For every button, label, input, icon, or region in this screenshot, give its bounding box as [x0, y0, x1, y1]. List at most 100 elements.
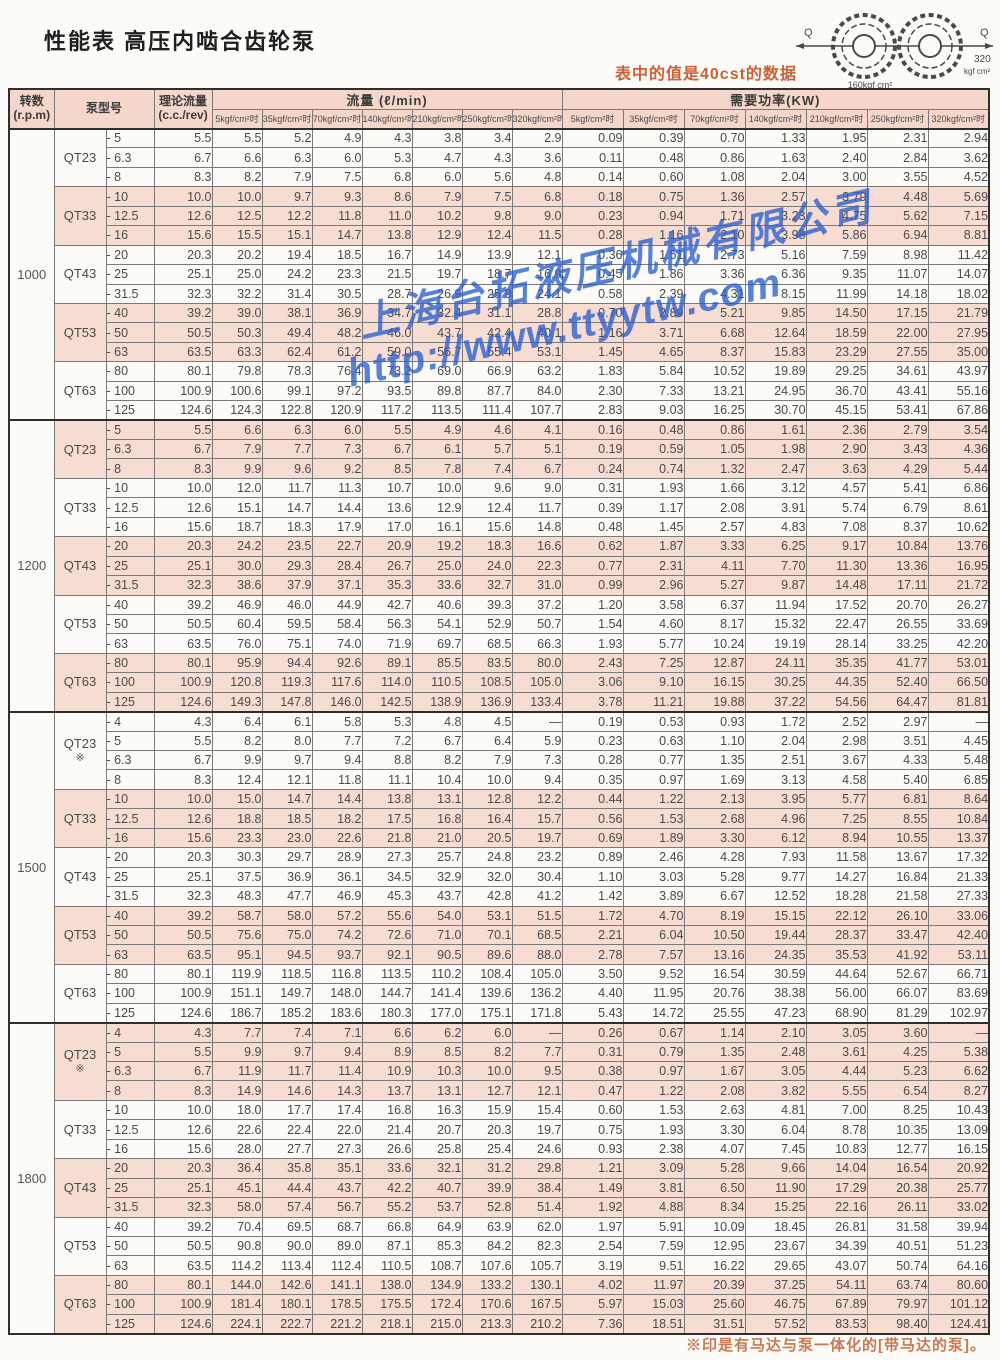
table-row: QT33- 10 10.0 12.0 11.7 11.3 10.7 10.0 9.6 9.0 0.…: [9, 477, 990, 538]
power-cell: 0.77: [622, 749, 685, 771]
power-cell: 45.15: [805, 400, 868, 421]
displacement-label: - 80: [105, 361, 155, 382]
power-cell: 4.75: [805, 205, 868, 227]
flow-cell: 224.1: [211, 1313, 263, 1335]
flow-cell: 4.1: [511, 419, 563, 441]
theoretical-flow-cell: 5.5: [153, 127, 213, 149]
flow-cell: 34.5: [361, 866, 413, 888]
flow-cell: 4.9: [411, 419, 463, 441]
power-cell: 1.05: [683, 438, 746, 460]
flow-cell: 25.4: [461, 1138, 513, 1160]
power-cell: 7.08: [805, 516, 868, 538]
flow-cell: 44.9: [311, 594, 363, 615]
power-cell: 27.33: [927, 886, 990, 907]
pump-model-label: QT23 ※: [53, 1021, 107, 1101]
theoretical-flow-cell: 124.6: [153, 1313, 213, 1335]
theoretical-flow-cell: 50.5: [153, 924, 213, 946]
flow-cell: 32.9: [411, 866, 463, 888]
power-cell: 1.67: [683, 1060, 746, 1082]
power-cell: 8.64: [927, 788, 990, 810]
theoretical-flow-cell: 10.0: [153, 186, 213, 207]
flow-cell: 11.7: [261, 477, 313, 499]
flow-cell: 147.8: [261, 691, 313, 713]
flow-cell: 170.6: [461, 1294, 513, 1315]
power-cell: 0.69: [561, 827, 624, 849]
displacement-label: - 10: [105, 1099, 155, 1121]
flow-cell: 180.3: [361, 1002, 413, 1024]
displacement-label: - 50: [105, 1235, 155, 1257]
power-cell: 9.17: [805, 536, 868, 557]
flow-cell: 32.2: [211, 283, 263, 304]
table-row: - 25 25.1 30.0 29.3 28.4 26.7 25.0 24.0 22.3 0.77…: [9, 555, 990, 577]
flow-cell: 95.9: [211, 652, 263, 674]
power-cell: 14.27: [805, 866, 868, 888]
pressure-320-label: 320: [974, 54, 991, 65]
speed-header: 转数 (r.p.m): [8, 88, 55, 129]
flow-cell: 41.2: [511, 886, 563, 907]
table-row: - 12.5 12.6 12.5 12.2 11.8 11.0 10.2 9.8 9.0 0.23…: [9, 205, 990, 227]
power-cell: —: [927, 1021, 990, 1043]
theoretical-flow-cell: 12.6: [153, 205, 213, 227]
power-cell: 1.87: [622, 536, 685, 557]
flow-cell: 6.6: [361, 1021, 413, 1043]
flow-cell: 14.7: [261, 497, 313, 518]
flow-cell: 37.9: [261, 575, 313, 596]
theoretical-flow-cell: 80.1: [153, 963, 213, 985]
flow-cell: 58.0: [261, 905, 313, 926]
power-cell: 2.63: [683, 1099, 746, 1121]
flow-cell: 32.7: [461, 575, 513, 596]
theoretical-flow-cell: 5.5: [153, 1041, 213, 1063]
flow-cell: 23.3: [311, 264, 363, 285]
power-cell: 2.04: [744, 166, 807, 188]
power-cell: 3.30: [683, 1119, 746, 1140]
rpm-label: 1800: [8, 1021, 55, 1335]
theoretical-flow-cell: 6.7: [153, 147, 213, 168]
power-cell: 4.48: [866, 186, 929, 207]
flow-cell: 37.2: [511, 594, 563, 615]
flow-cell: 29.8: [511, 1158, 563, 1179]
gear-pump-icon: Q Q 320 kgf cm² 160kgf cm²: [796, 13, 993, 90]
power-cell: 2.54: [561, 1235, 624, 1257]
theoretical-flow-header: 理论流量 (c.c./rev): [153, 88, 213, 129]
flow-cell: 24.0: [461, 555, 513, 577]
flow-cell: 37.1: [311, 575, 363, 596]
power-cell: 2.36: [805, 419, 868, 441]
flow-cell: 19.4: [261, 244, 313, 266]
motor-integrated-star: ※: [75, 751, 85, 764]
theoretical-flow-cell: 4.3: [153, 710, 213, 732]
flow-cell: 25.0: [411, 555, 463, 577]
flow-cell: 47.7: [261, 886, 313, 907]
flow-cell: 25.8: [411, 1138, 463, 1160]
power-cell: 8.37: [683, 341, 746, 363]
power-cell: 17.32: [927, 847, 990, 868]
power-cell: 26.81: [805, 1216, 868, 1237]
power-cell: 6.85: [927, 769, 990, 790]
power-cell: 2.46: [622, 847, 685, 868]
power-cell: 14.48: [805, 575, 868, 596]
power-cell: 0.14: [561, 166, 624, 188]
power-cell: 66.71: [927, 963, 990, 985]
power-cell: 7.00: [805, 1099, 868, 1121]
power-cell: 3.00: [805, 166, 868, 188]
flow-cell: 32.1: [411, 1158, 463, 1179]
table-row: - 16 15.6 15.5 15.1 14.7 13.8 12.9 12.4 11.5 0.28…: [9, 225, 990, 246]
power-cell: 8.27: [927, 1080, 990, 1101]
table-row: QT33- 10 10.0 10.0 9.7 9.3 8.6 7.9 7.5 6.8 0.18 0.…: [9, 186, 990, 246]
displacement-label: - 5: [105, 730, 155, 752]
flow-cell: 9.7: [261, 749, 313, 771]
flow-cell: 35.1: [311, 1158, 363, 1179]
flow-cell: 5.5: [361, 419, 413, 441]
power-cell: 1.89: [622, 827, 685, 849]
flow-cell: 117.2: [361, 400, 413, 421]
power-cell: 53.01: [927, 652, 990, 674]
displacement-label: - 63: [105, 944, 155, 965]
flow-cell: 35.3: [361, 575, 413, 596]
power-cell: 1.35: [683, 749, 746, 771]
power-cell: 2.97: [866, 710, 929, 732]
power-cell: 13.09: [927, 1119, 990, 1140]
flow-cell: 56.7: [411, 341, 463, 363]
flow-cell: 11.8: [311, 205, 363, 227]
flow-cell: 7.7: [511, 1041, 563, 1063]
power-cell: 2.78: [561, 944, 624, 965]
flow-cell: 134.9: [411, 1274, 463, 1296]
